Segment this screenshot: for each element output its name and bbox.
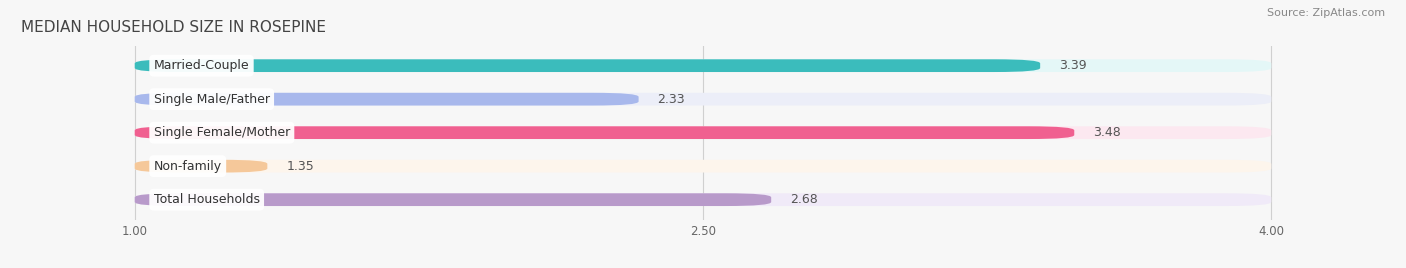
Text: 2.33: 2.33 (658, 93, 685, 106)
Text: Non-family: Non-family (153, 160, 222, 173)
Text: Single Male/Father: Single Male/Father (153, 93, 270, 106)
FancyBboxPatch shape (135, 160, 1271, 173)
FancyBboxPatch shape (135, 126, 1074, 139)
FancyBboxPatch shape (135, 93, 1271, 106)
Text: Married-Couple: Married-Couple (153, 59, 249, 72)
FancyBboxPatch shape (135, 59, 1040, 72)
Text: 3.48: 3.48 (1094, 126, 1121, 139)
Text: 1.35: 1.35 (287, 160, 314, 173)
FancyBboxPatch shape (135, 59, 1271, 72)
Text: Source: ZipAtlas.com: Source: ZipAtlas.com (1267, 8, 1385, 18)
FancyBboxPatch shape (135, 160, 267, 173)
Text: Single Female/Mother: Single Female/Mother (153, 126, 290, 139)
Text: 2.68: 2.68 (790, 193, 818, 206)
Text: Total Households: Total Households (153, 193, 260, 206)
Text: 3.39: 3.39 (1059, 59, 1087, 72)
Text: MEDIAN HOUSEHOLD SIZE IN ROSEPINE: MEDIAN HOUSEHOLD SIZE IN ROSEPINE (21, 20, 326, 35)
FancyBboxPatch shape (135, 93, 638, 106)
FancyBboxPatch shape (135, 193, 772, 206)
FancyBboxPatch shape (135, 126, 1271, 139)
FancyBboxPatch shape (135, 193, 1271, 206)
